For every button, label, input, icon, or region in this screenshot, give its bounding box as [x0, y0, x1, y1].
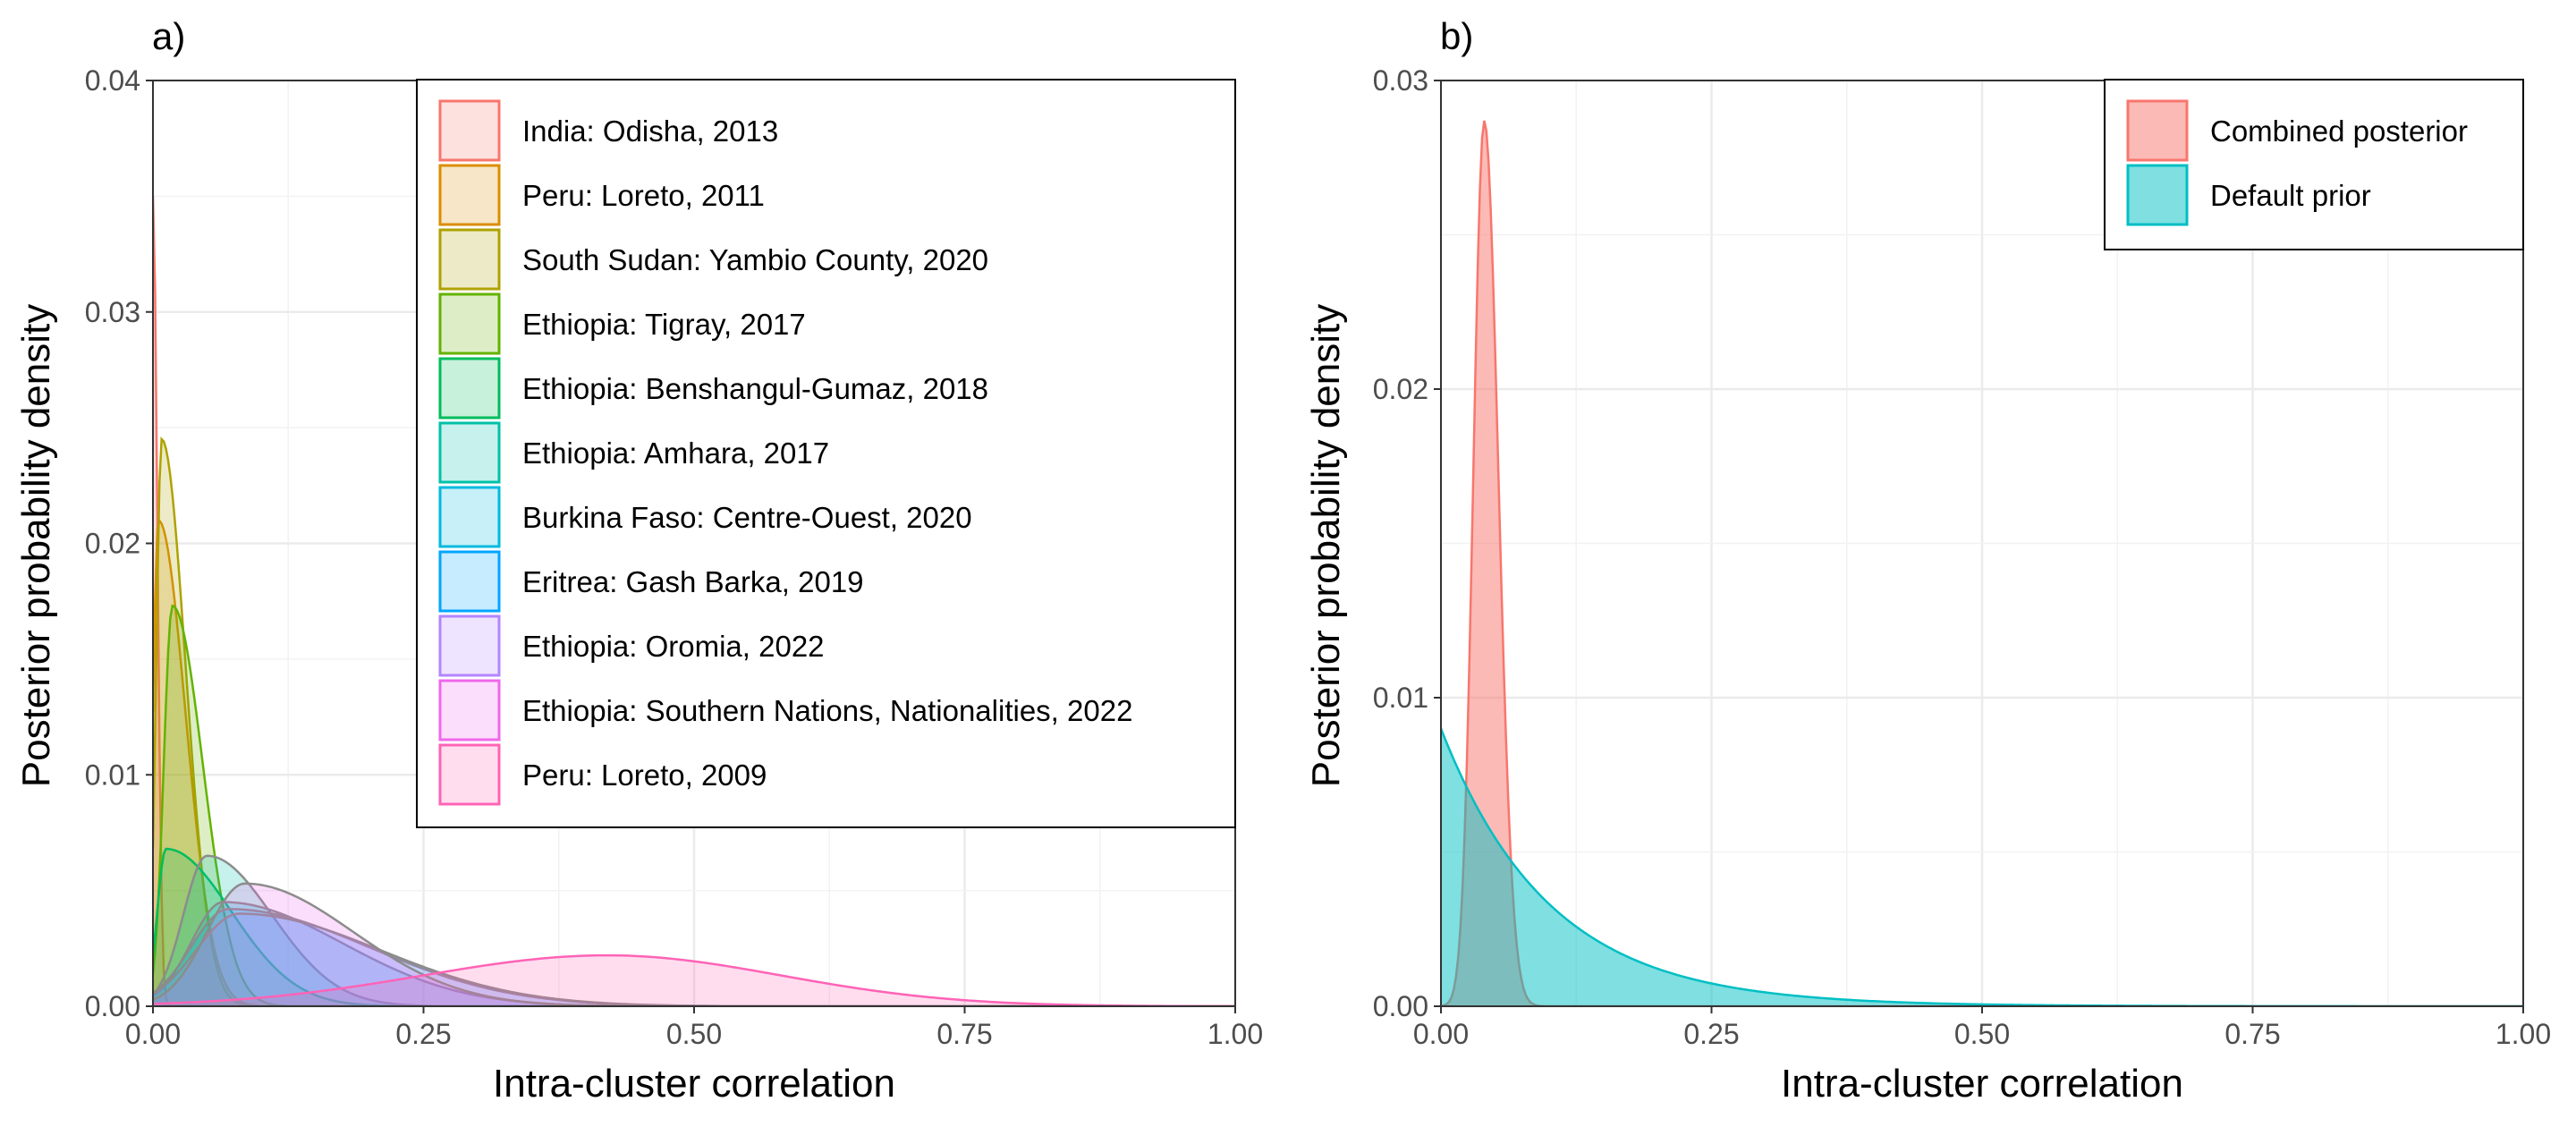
- panel-a-y-ticks: 0.00 0.01 0.02 0.03 0.04: [85, 64, 153, 1022]
- legend-label: Peru: Loreto, 2011: [522, 179, 765, 212]
- x-tick-label: 0.50: [1954, 1018, 2010, 1050]
- panel-b-legend: Combined posterior Default prior: [2104, 79, 2524, 250]
- y-tick-label: 0.01: [1373, 682, 1428, 714]
- density-area-ethiopia-oromia-2022: [153, 913, 1235, 1006]
- y-tick-label: 0.03: [1373, 64, 1428, 97]
- y-tick-label: 0.00: [1373, 990, 1428, 1022]
- legend-swatch: [438, 421, 501, 484]
- legend-label: Ethiopia: Southern Nations, Nationalitie…: [522, 694, 1132, 727]
- legend-swatch: [438, 228, 501, 291]
- panel-a-y-axis-title: Posterior probability density: [14, 304, 58, 787]
- y-tick-label: 0.02: [85, 528, 140, 560]
- legend-box: [416, 79, 1236, 828]
- y-tick-label: 0.03: [85, 296, 140, 328]
- x-tick-label: 0.50: [666, 1018, 722, 1050]
- density-area-ethiopia-benshangul-gumaz-2018: [153, 849, 1235, 1006]
- panel-b-x-axis-title: Intra-cluster correlation: [1781, 1062, 2183, 1106]
- legend-swatch: [438, 357, 501, 419]
- legend-swatch: [438, 550, 501, 613]
- panel-a-label: a): [152, 15, 185, 57]
- legend-swatch: [438, 486, 501, 548]
- panel-b-x-ticks: 0.00 0.25 0.50 0.75 1.00: [1413, 1006, 2551, 1050]
- y-tick-label: 0.01: [85, 758, 140, 791]
- legend-swatch: [438, 614, 501, 677]
- legend-label: Eritrea: Gash Barka, 2019: [522, 565, 864, 598]
- panel-a-x-ticks: 0.00 0.25 0.50 0.75 1.00: [125, 1006, 1263, 1050]
- x-tick-label: 0.25: [1683, 1018, 1739, 1050]
- density-line-ethiopia-amhara-2017: [153, 854, 1235, 1006]
- x-tick-label: 0.00: [1413, 1018, 1469, 1050]
- density-area-ethiopia-amhara-2017: [153, 855, 1235, 1006]
- density-area-default-prior: [1441, 728, 2523, 1006]
- density-area-peru-loreto-2009: [153, 955, 1235, 1006]
- panel-b-y-axis-title: Posterior probability density: [1304, 304, 1348, 787]
- x-tick-label: 1.00: [2496, 1018, 2551, 1050]
- legend-label: Ethiopia: Amhara, 2017: [522, 436, 829, 470]
- legend-swatch: [2126, 164, 2189, 226]
- x-tick-label: 0.00: [125, 1018, 181, 1050]
- panel-a-density-areas: [153, 196, 1235, 1006]
- panel-a-x-axis-title: Intra-cluster correlation: [493, 1062, 895, 1106]
- x-tick-label: 0.25: [395, 1018, 451, 1050]
- density-line-peru-loreto-2009: [153, 953, 1235, 1006]
- legend-label: South Sudan: Yambio County, 2020: [522, 243, 988, 276]
- panel-a-legend: India: Odisha, 2013 Peru: Loreto, 2011 Sou…: [416, 79, 1236, 828]
- density-area-eritrea-gash-barka-2019: [153, 909, 1235, 1006]
- panel-b-y-ticks: 0.00 0.01 0.02 0.03: [1373, 64, 1441, 1022]
- legend-label: Combined posterior: [2210, 114, 2468, 148]
- y-tick-label: 0.04: [85, 64, 140, 97]
- y-tick-label: 0.00: [85, 990, 140, 1022]
- x-tick-label: 0.75: [2224, 1018, 2280, 1050]
- legend-label: Burkina Faso: Centre-Ouest, 2020: [522, 501, 972, 534]
- density-line-ethiopia-benshangul-gumaz-2018: [153, 847, 1235, 1006]
- legend-label: Ethiopia: Benshangul-Gumaz, 2018: [522, 372, 988, 405]
- panel-b: 0.00 0.25 0.50 0.75 1.00 0.00 0.01 0.02 0.03 b)…: [1304, 15, 2551, 1106]
- y-tick-label: 0.02: [1373, 373, 1428, 405]
- legend-swatch: [438, 743, 501, 806]
- panel-a: 0.00 0.25 0.50 0.75 1.00 0.000.010.020.030.0…: [14, 15, 1263, 1106]
- legend-swatch: [438, 99, 501, 162]
- legend-swatch: [2126, 99, 2189, 162]
- legend-swatch: [438, 292, 501, 355]
- x-tick-label: 1.00: [1208, 1018, 1263, 1050]
- legend-swatch: [438, 679, 501, 741]
- x-tick-label: 0.75: [936, 1018, 992, 1050]
- legend-label: India: Odisha, 2013: [522, 114, 778, 148]
- legend-swatch: [438, 164, 501, 226]
- legend-label: Ethiopia: Oromia, 2022: [522, 630, 825, 663]
- legend-label: Peru: Loreto, 2009: [522, 758, 767, 792]
- legend-label: Default prior: [2210, 179, 2371, 212]
- legend-label: Ethiopia: Tigray, 2017: [522, 308, 806, 341]
- panel-b-label: b): [1440, 15, 1473, 57]
